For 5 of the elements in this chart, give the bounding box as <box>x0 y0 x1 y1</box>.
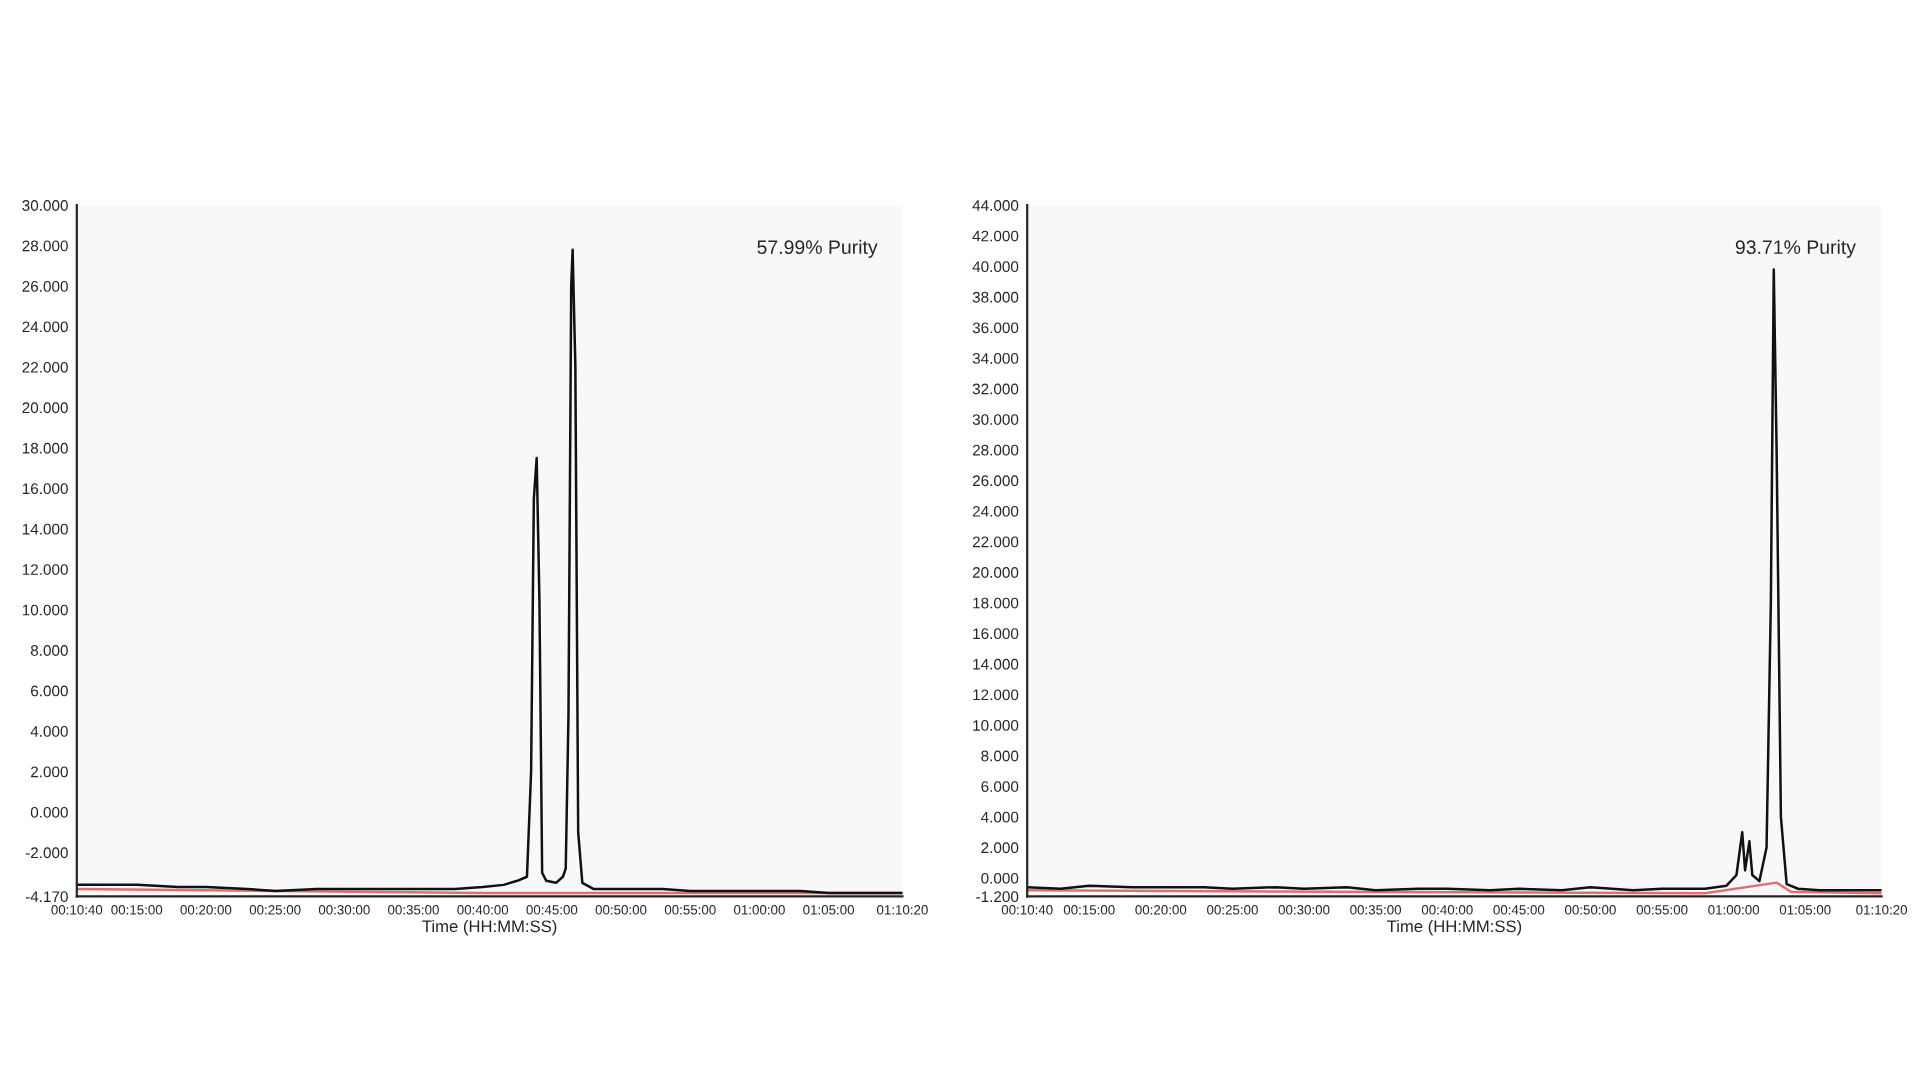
annotation: 93.71% Purity <box>1735 239 1856 258</box>
line-series <box>1027 268 1882 892</box>
x-axis-title: Time (HH:MM:SS) <box>422 919 557 936</box>
annotation: 57.99% Purity <box>757 239 878 258</box>
x-axis-title: Time (HH:MM:SS) <box>1387 919 1522 936</box>
